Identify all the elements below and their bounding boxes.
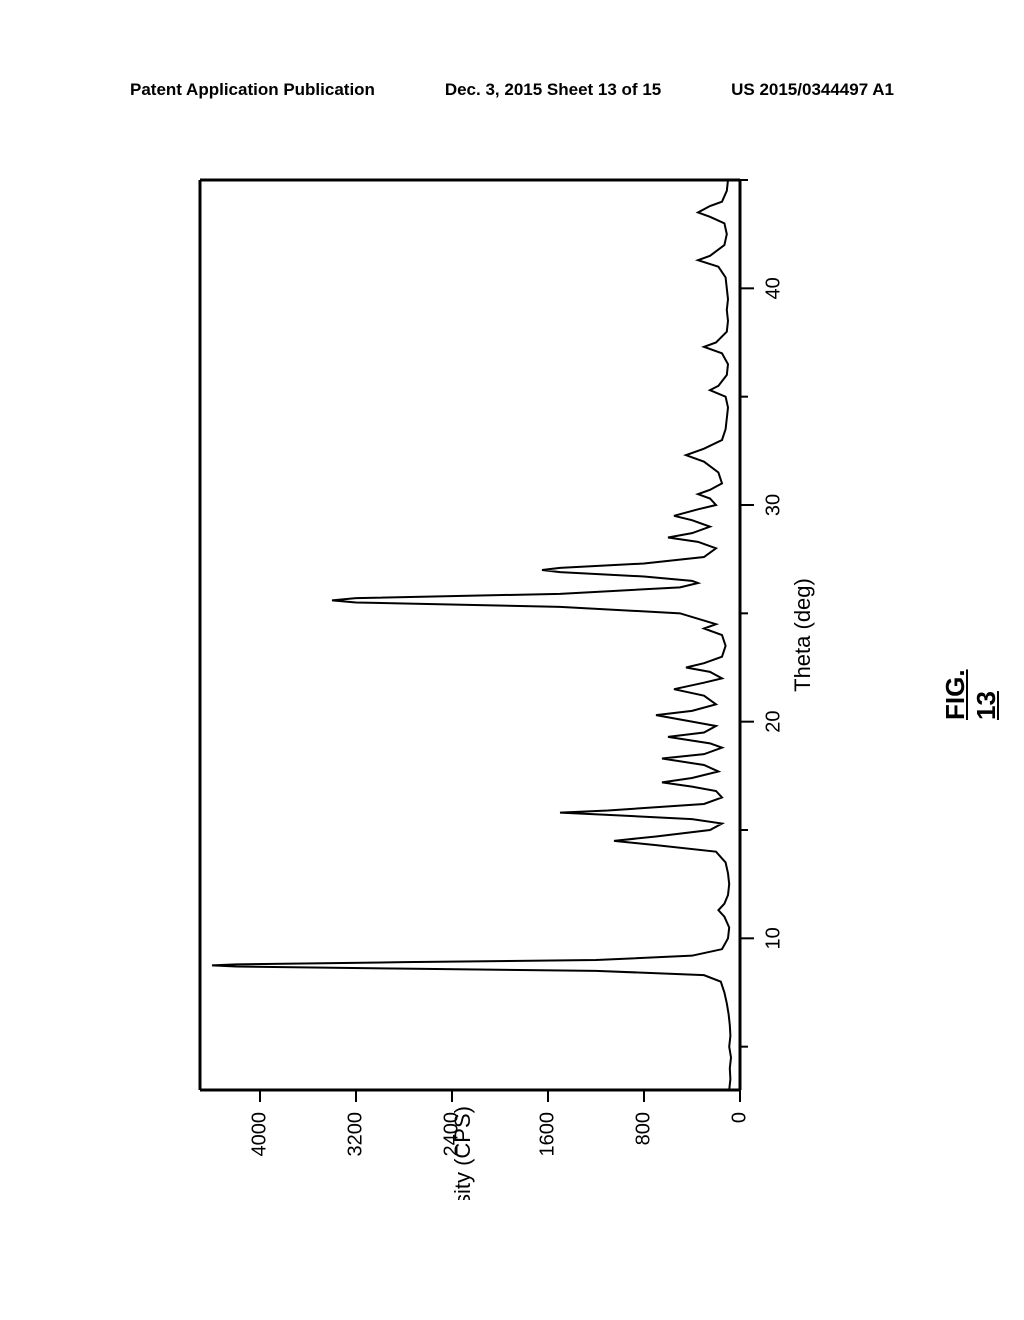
svg-text:30: 30 [762,494,784,516]
header-left: Patent Application Publication [130,80,375,100]
xrd-chart: 10203040Theta (deg)08001600240032004000I… [170,150,850,1200]
svg-text:20: 20 [762,711,784,733]
figure-label: FIG. 13 [940,636,1002,720]
svg-text:40: 40 [762,277,784,299]
svg-text:4000: 4000 [248,1112,270,1157]
svg-text:800: 800 [632,1112,654,1145]
chart-svg: 10203040Theta (deg)08001600240032004000I… [170,150,850,1200]
page-header: Patent Application Publication Dec. 3, 2… [0,80,1024,100]
svg-text:0: 0 [728,1112,750,1123]
svg-text:Theta (deg): Theta (deg) [790,578,815,692]
svg-text:10: 10 [762,927,784,949]
svg-text:Intensity (CPS): Intensity (CPS) [450,1106,475,1200]
svg-text:3200: 3200 [344,1112,366,1157]
svg-text:1600: 1600 [536,1112,558,1157]
header-center: Dec. 3, 2015 Sheet 13 of 15 [445,80,661,100]
header-right: US 2015/0344497 A1 [731,80,894,100]
